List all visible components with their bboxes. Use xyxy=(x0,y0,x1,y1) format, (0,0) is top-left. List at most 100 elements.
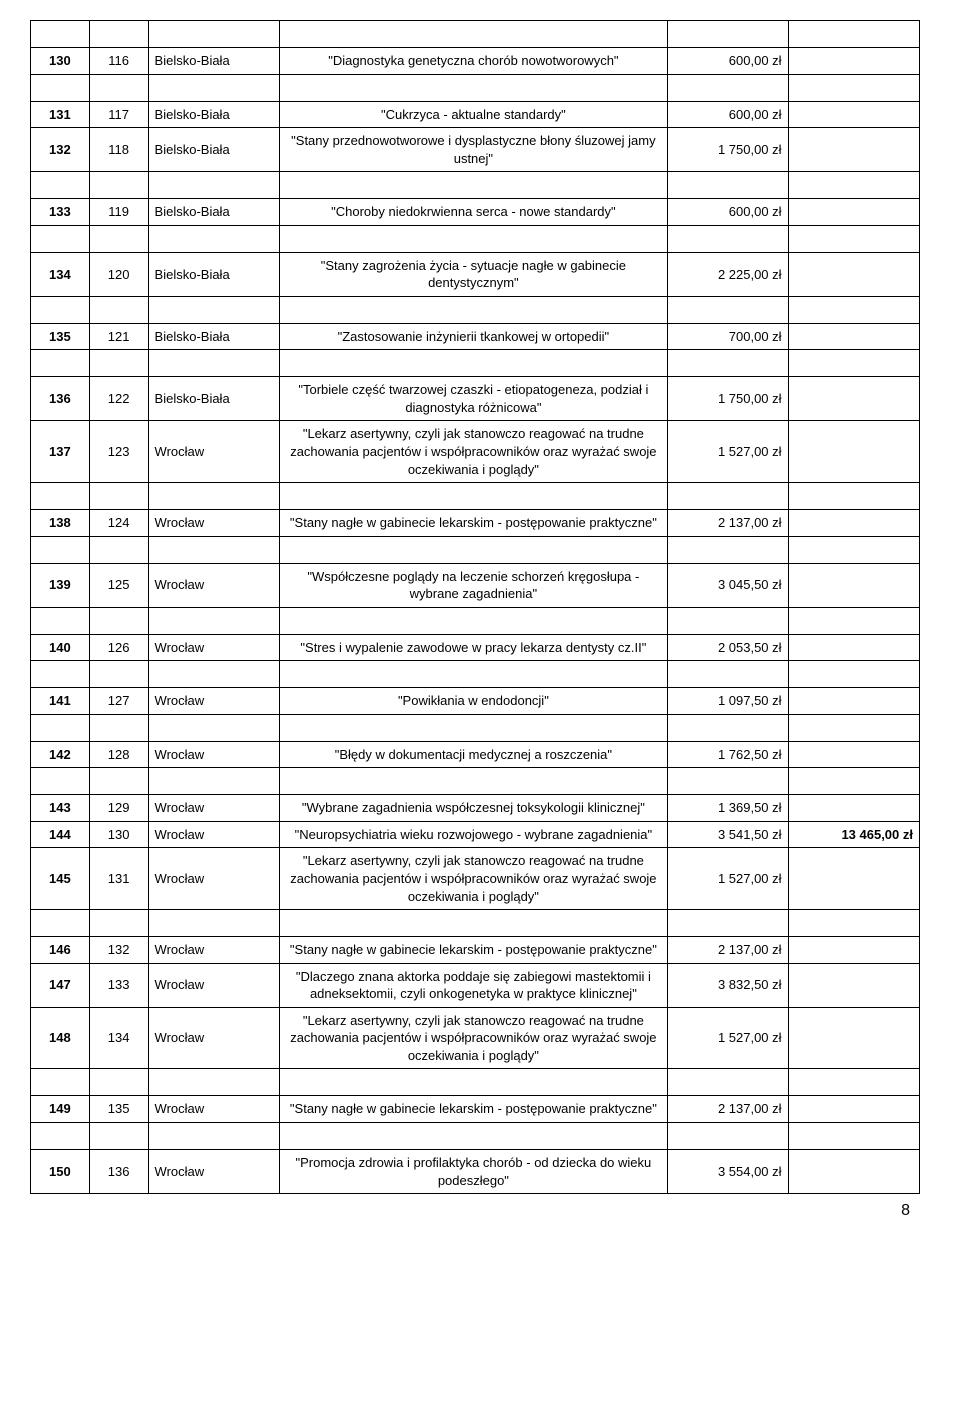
cell xyxy=(31,536,90,563)
row-price: 1 527,00 zł xyxy=(667,1007,788,1069)
cell xyxy=(279,483,667,510)
row-total xyxy=(788,688,919,715)
cell xyxy=(279,714,667,741)
cell xyxy=(788,1069,919,1096)
row-price: 2 137,00 zł xyxy=(667,1096,788,1123)
row-index: 146 xyxy=(31,937,90,964)
row-title: "Stres i wypalenie zawodowe w pracy leka… xyxy=(279,634,667,661)
table-row: 137123Wrocław"Lekarz asertywny, czyli ja… xyxy=(31,421,920,483)
row-index: 142 xyxy=(31,741,90,768)
row-id: 133 xyxy=(89,963,148,1007)
cell xyxy=(279,172,667,199)
cell xyxy=(788,172,919,199)
row-city: Wrocław xyxy=(148,795,279,822)
cell xyxy=(667,607,788,634)
cell xyxy=(148,661,279,688)
table-row: 140126Wrocław"Stres i wypalenie zawodowe… xyxy=(31,634,920,661)
cell xyxy=(279,607,667,634)
cell xyxy=(788,1122,919,1149)
row-index: 136 xyxy=(31,377,90,421)
cell xyxy=(667,172,788,199)
cell xyxy=(279,768,667,795)
cell xyxy=(788,661,919,688)
cell xyxy=(667,1069,788,1096)
cell xyxy=(667,225,788,252)
cell xyxy=(148,1069,279,1096)
table-row xyxy=(31,1069,920,1096)
row-title: "Wybrane zagadnienia współczesnej toksyk… xyxy=(279,795,667,822)
row-total xyxy=(788,795,919,822)
row-id: 119 xyxy=(89,199,148,226)
table-row: 133119Bielsko-Biała"Choroby niedokrwienn… xyxy=(31,199,920,226)
cell xyxy=(31,661,90,688)
table-row: 146132Wrocław"Stany nagłe w gabinecie le… xyxy=(31,937,920,964)
row-index: 141 xyxy=(31,688,90,715)
row-index: 148 xyxy=(31,1007,90,1069)
table-row: 142128Wrocław"Błędy w dokumentacji medyc… xyxy=(31,741,920,768)
cell xyxy=(89,714,148,741)
row-index: 130 xyxy=(31,48,90,75)
row-price: 1 369,50 zł xyxy=(667,795,788,822)
row-id: 134 xyxy=(89,1007,148,1069)
table-row: 143129Wrocław"Wybrane zagadnienia współc… xyxy=(31,795,920,822)
row-title: "Cukrzyca - aktualne standardy" xyxy=(279,101,667,128)
row-city: Wrocław xyxy=(148,1096,279,1123)
table-row xyxy=(31,536,920,563)
row-id: 121 xyxy=(89,323,148,350)
row-city: Bielsko-Biała xyxy=(148,199,279,226)
row-title: "Choroby niedokrwienna serca - nowe stan… xyxy=(279,199,667,226)
cell xyxy=(667,1122,788,1149)
cell xyxy=(788,714,919,741)
cell xyxy=(148,225,279,252)
row-city: Wrocław xyxy=(148,421,279,483)
table-row xyxy=(31,910,920,937)
cell xyxy=(148,483,279,510)
table-row xyxy=(31,661,920,688)
row-city: Wrocław xyxy=(148,1007,279,1069)
row-index: 140 xyxy=(31,634,90,661)
row-index: 137 xyxy=(31,421,90,483)
row-city: Wrocław xyxy=(148,1149,279,1193)
cell xyxy=(31,768,90,795)
cell xyxy=(667,714,788,741)
cell xyxy=(89,483,148,510)
table-row xyxy=(31,1122,920,1149)
cell xyxy=(89,768,148,795)
row-title: "Neuropsychiatria wieku rozwojowego - wy… xyxy=(279,821,667,848)
cell xyxy=(148,910,279,937)
table-row: 141127Wrocław"Powikłania w endodoncji"1 … xyxy=(31,688,920,715)
row-id: 126 xyxy=(89,634,148,661)
cell xyxy=(31,483,90,510)
row-total xyxy=(788,1007,919,1069)
table-row: 131117Bielsko-Biała"Cukrzyca - aktualne … xyxy=(31,101,920,128)
table-row: 134120Bielsko-Biała"Stany zagrożenia życ… xyxy=(31,252,920,296)
row-total xyxy=(788,101,919,128)
row-index: 143 xyxy=(31,795,90,822)
cell xyxy=(31,225,90,252)
row-index: 150 xyxy=(31,1149,90,1193)
row-id: 130 xyxy=(89,821,148,848)
cell xyxy=(148,350,279,377)
row-title: "Stany nagłe w gabinecie lekarskim - pos… xyxy=(279,1096,667,1123)
row-title: "Stany przednowotworowe i dysplastyczne … xyxy=(279,128,667,172)
row-title: "Stany zagrożenia życia - sytuacje nagłe… xyxy=(279,252,667,296)
row-id: 135 xyxy=(89,1096,148,1123)
row-price: 1 527,00 zł xyxy=(667,848,788,910)
row-price: 1 762,50 zł xyxy=(667,741,788,768)
cell xyxy=(31,607,90,634)
cell xyxy=(89,661,148,688)
table-row xyxy=(31,296,920,323)
cell xyxy=(89,21,148,48)
row-city: Bielsko-Biała xyxy=(148,128,279,172)
cell xyxy=(788,74,919,101)
row-price: 3 045,50 zł xyxy=(667,563,788,607)
cell xyxy=(89,607,148,634)
row-total xyxy=(788,563,919,607)
table-row: 136122Bielsko-Biała"Torbiele część twarz… xyxy=(31,377,920,421)
row-index: 139 xyxy=(31,563,90,607)
row-price: 1 527,00 zł xyxy=(667,421,788,483)
row-city: Wrocław xyxy=(148,963,279,1007)
row-index: 134 xyxy=(31,252,90,296)
cell xyxy=(279,1122,667,1149)
row-city: Wrocław xyxy=(148,510,279,537)
